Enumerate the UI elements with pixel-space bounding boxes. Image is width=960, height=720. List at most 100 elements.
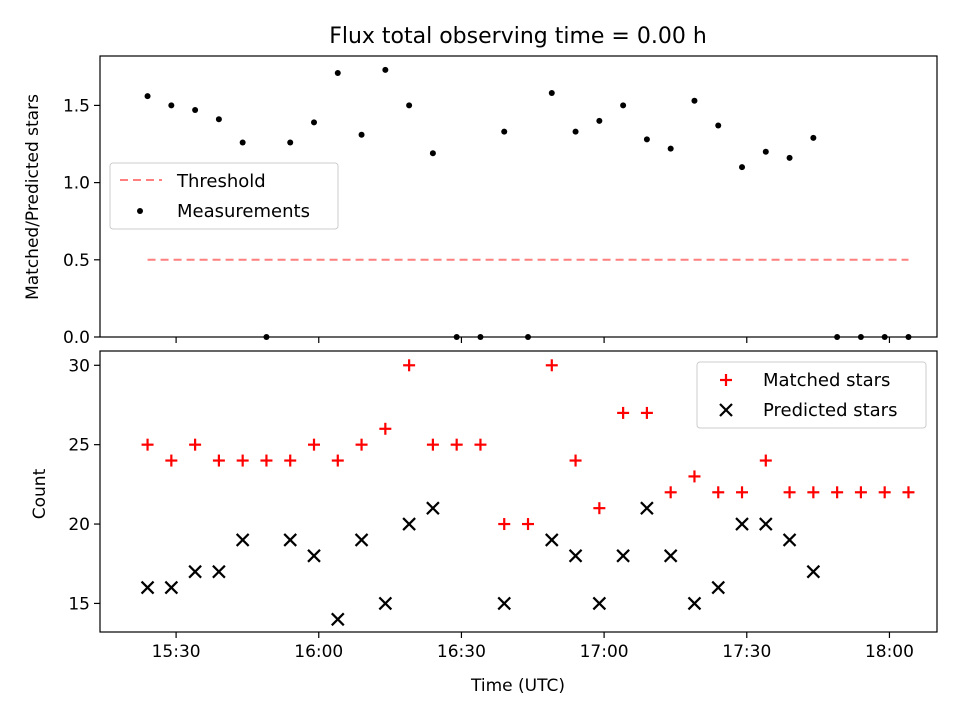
predicted-point bbox=[568, 549, 583, 563]
matched-point bbox=[878, 486, 891, 499]
legend-matched-swatch bbox=[720, 374, 732, 386]
bottom-plot-frame bbox=[99, 350, 938, 633]
x-tick-label: 15:30 bbox=[152, 642, 201, 662]
matched-point bbox=[284, 454, 297, 467]
matched-point bbox=[640, 406, 653, 419]
predicted-point bbox=[164, 580, 179, 595]
predicted-point bbox=[402, 517, 416, 531]
predicted-point bbox=[592, 596, 607, 611]
matched-points bbox=[141, 359, 915, 531]
measurement-point bbox=[739, 164, 746, 171]
matched-point bbox=[593, 502, 606, 515]
matched-point bbox=[783, 486, 796, 499]
matched-point bbox=[688, 470, 701, 483]
predicted-point bbox=[307, 549, 321, 563]
legend-measurements-label: Measurements bbox=[177, 201, 310, 222]
predicted-point bbox=[759, 517, 773, 531]
top-title: Flux total observing time = 0.00 h bbox=[329, 24, 707, 49]
x-tick-label: 16:00 bbox=[294, 642, 343, 662]
y-tick-label: 0.5 bbox=[63, 251, 90, 271]
predicted-point bbox=[426, 501, 440, 515]
top-y-axis-label: Matched/Predicted stars bbox=[23, 94, 43, 300]
measurement-point bbox=[905, 334, 912, 340]
matched-point bbox=[545, 359, 558, 372]
y-tick-label: 25 bbox=[68, 436, 90, 456]
x-tick-label: 18:00 bbox=[865, 642, 914, 662]
bottom-legend-box bbox=[696, 361, 927, 429]
predicted-point bbox=[663, 549, 678, 563]
matched-point bbox=[736, 486, 749, 499]
measurement-point bbox=[215, 116, 222, 123]
measurement-point bbox=[857, 334, 864, 340]
legend-measurements-swatch bbox=[137, 208, 143, 214]
x-tick-label: 17:00 bbox=[580, 642, 629, 662]
predicted-point bbox=[640, 501, 654, 515]
predicted-point bbox=[711, 580, 726, 595]
top-legend-box bbox=[109, 162, 339, 230]
x-tick-label: 16:30 bbox=[437, 642, 486, 662]
measurement-point bbox=[810, 134, 817, 141]
measurement-point bbox=[667, 145, 674, 152]
top-legend: Threshold Measurements bbox=[109, 162, 339, 230]
matched-point bbox=[522, 518, 535, 531]
measurement-point bbox=[334, 69, 341, 76]
predicted-point bbox=[331, 612, 345, 627]
matched-point bbox=[355, 438, 368, 451]
matched-point bbox=[474, 438, 487, 451]
legend-predicted-label: Predicted stars bbox=[763, 400, 897, 421]
matched-point bbox=[902, 486, 915, 499]
legend-predicted-swatch bbox=[719, 403, 733, 417]
predicted-point bbox=[687, 596, 702, 611]
measurement-point bbox=[287, 139, 294, 146]
matched-point bbox=[141, 438, 154, 451]
predicted-point bbox=[545, 533, 559, 547]
matched-point bbox=[308, 438, 321, 451]
measurement-point bbox=[620, 102, 627, 109]
matched-point bbox=[260, 454, 273, 467]
measurement-point bbox=[477, 334, 484, 340]
measurement-point bbox=[453, 334, 460, 340]
measurement-point bbox=[548, 90, 555, 97]
bottom-x-axis: 15:30 16:00 16:30 17:00 17:30 18:00 bbox=[152, 632, 914, 662]
matched-point bbox=[664, 486, 677, 499]
y-tick-label: 1.5 bbox=[63, 96, 90, 116]
measurement-point bbox=[501, 128, 508, 135]
y-tick-label: 15 bbox=[68, 594, 90, 614]
predicted-point bbox=[782, 533, 797, 547]
matched-point bbox=[212, 454, 225, 467]
matched-point bbox=[236, 454, 249, 467]
measurement-point bbox=[263, 334, 270, 340]
predicted-point bbox=[735, 517, 749, 531]
measurement-point bbox=[192, 107, 199, 114]
y-tick-label: 20 bbox=[68, 515, 90, 535]
measurement-point bbox=[168, 102, 175, 109]
matched-point bbox=[165, 454, 178, 467]
predicted-point bbox=[378, 596, 393, 611]
y-tick-label: 30 bbox=[68, 356, 90, 376]
top-plot-frame bbox=[99, 55, 938, 338]
bottom-y-axis: 15 20 25 30 bbox=[68, 356, 100, 614]
top-x-axis bbox=[175, 337, 891, 343]
matched-point bbox=[379, 422, 392, 435]
matched-point bbox=[854, 486, 867, 499]
x-tick-label: 17:30 bbox=[722, 642, 771, 662]
measurement-point bbox=[786, 154, 793, 161]
measurement-point bbox=[762, 148, 769, 155]
matched-point bbox=[426, 438, 439, 451]
matched-point bbox=[403, 359, 416, 372]
measurement-point bbox=[358, 131, 365, 138]
x-axis-label: Time (UTC) bbox=[470, 676, 565, 696]
matched-point bbox=[712, 486, 725, 499]
matched-point bbox=[450, 438, 463, 451]
measurement-point bbox=[596, 117, 603, 124]
measurement-point bbox=[643, 136, 650, 143]
matched-point bbox=[331, 454, 344, 467]
top-y-axis: 0.0 0.5 1.0 1.5 bbox=[63, 96, 100, 348]
predicted-point bbox=[616, 549, 630, 563]
measurement-point bbox=[429, 150, 436, 157]
matched-point bbox=[617, 406, 630, 419]
legend-matched-label: Matched stars bbox=[763, 370, 890, 391]
predicted-point bbox=[497, 596, 512, 611]
ratio-panel: Flux total observing time = 0.00 h 0.00.… bbox=[23, 24, 938, 348]
